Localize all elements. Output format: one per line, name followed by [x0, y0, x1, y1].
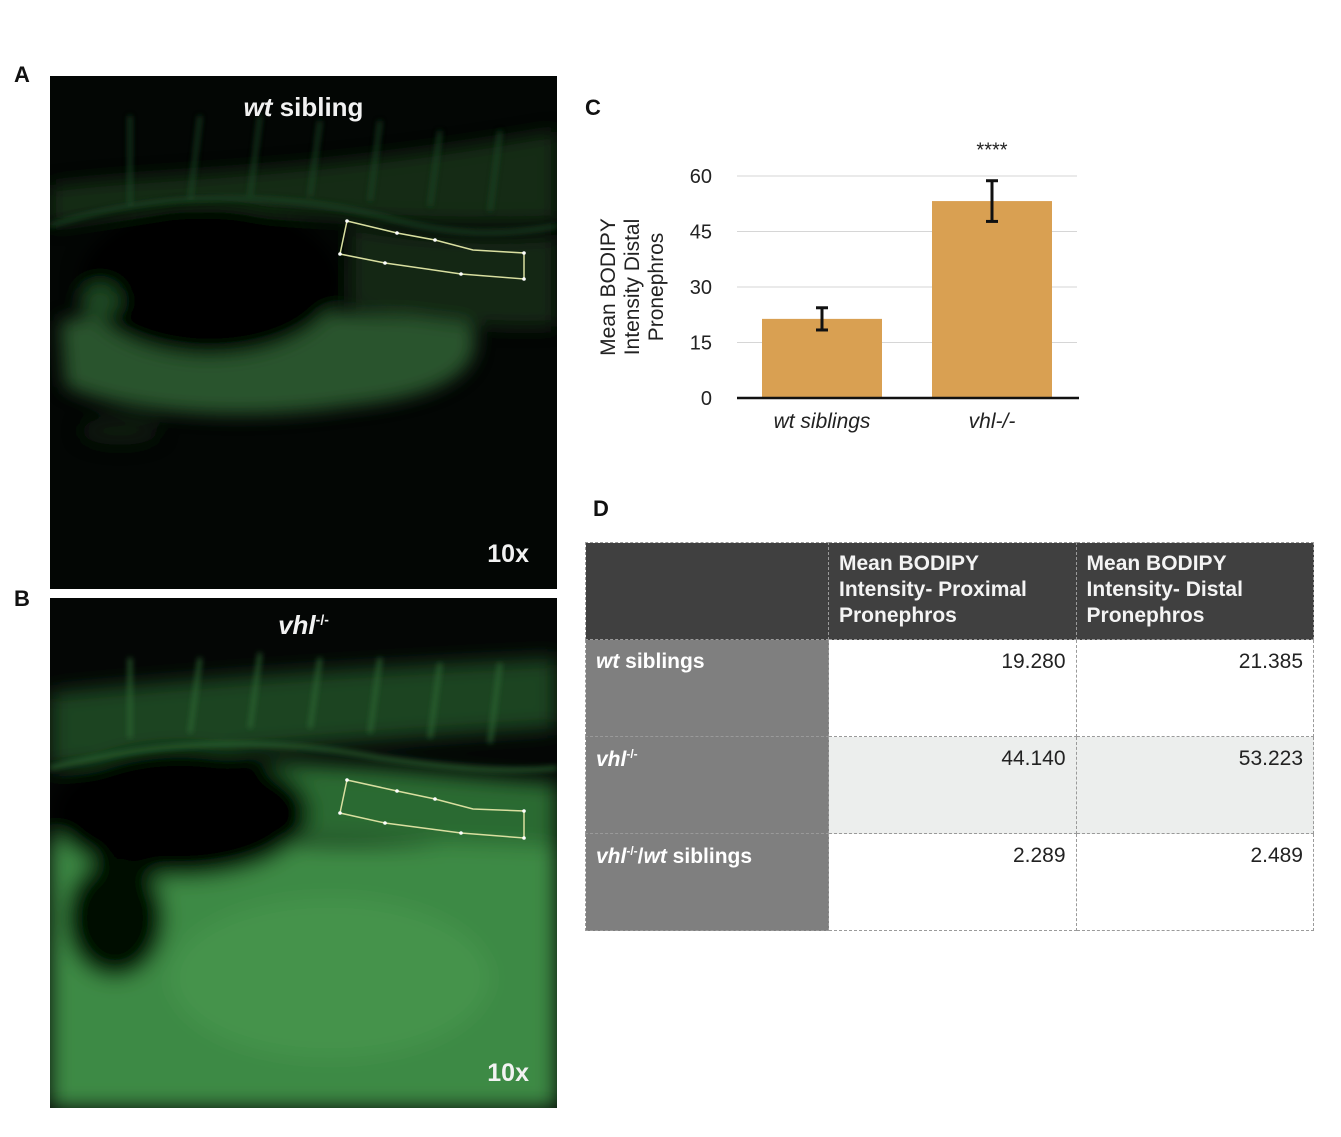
row-label-ratio: vhl-/-/wt siblings	[585, 833, 829, 931]
y-tick-label: 30	[690, 277, 712, 299]
table-header-proximal: Mean BODIPY Intensity- Proximal Pronephr…	[828, 542, 1077, 640]
table-row: vhl-/-/wt siblings 2.289 2.489	[585, 833, 1315, 931]
panel-letter-b: B	[14, 586, 30, 611]
panel-letter-d: D	[593, 496, 609, 521]
y-tick-label: 45	[690, 222, 712, 244]
table-header-corner	[585, 542, 829, 640]
y-axis-label: Intensity Distal	[621, 219, 644, 356]
table-header-row: Mean BODIPY Intensity- Proximal Pronephr…	[585, 542, 1315, 640]
cell-distal: 2.489	[1075, 833, 1315, 931]
table-row: wt siblings 19.280 21.385	[585, 639, 1315, 737]
roi-outline-b	[339, 779, 525, 839]
panel-letter-a: A	[14, 62, 30, 87]
x-tick-label: vhl-/-	[969, 410, 1016, 433]
roi-outline-a	[339, 220, 525, 280]
micrograph-a-magnification: 10x	[487, 540, 529, 568]
micrograph-a-title: wt sibling	[243, 92, 364, 122]
cell-proximal: 44.140	[828, 736, 1077, 834]
micrograph-a-image	[50, 76, 557, 589]
panel-letter-c: C	[585, 95, 601, 120]
row-label-vhl: vhl-/-	[585, 736, 829, 834]
cell-proximal: 2.289	[828, 833, 1077, 931]
cell-proximal: 19.280	[828, 639, 1077, 737]
significance-annotation: ****	[976, 140, 1007, 162]
micrograph-wt-sibling: wt sibling 10x	[50, 76, 557, 589]
y-tick-label: 0	[701, 388, 712, 410]
table-header-distal: Mean BODIPY Intensity- Distal Pronephros	[1075, 542, 1315, 640]
row-label-wt-siblings: wt siblings	[585, 639, 829, 737]
micrograph-vhl: vhl-/- 10x	[50, 598, 557, 1108]
bar	[932, 201, 1052, 398]
y-axis-label: Mean BODIPY	[597, 218, 620, 356]
micrograph-b-image	[50, 598, 557, 1108]
bar	[762, 318, 882, 398]
y-tick-label: 15	[690, 333, 712, 355]
cell-distal: 21.385	[1075, 639, 1315, 737]
micrograph-b-magnification: 10x	[487, 1059, 529, 1087]
y-axis-label: Pronephros	[645, 233, 668, 342]
micrograph-b-title: vhl-/-	[278, 610, 329, 640]
intensity-table: Mean BODIPY Intensity- Proximal Pronephr…	[585, 542, 1315, 931]
y-tick-label: 60	[690, 166, 712, 188]
cell-distal: 53.223	[1075, 736, 1315, 834]
table-row: vhl-/- 44.140 53.223	[585, 736, 1315, 834]
bar-chart: 0 15 30 45 60 wt siblings vhl-/- **** Mean BODIP…	[597, 140, 1079, 433]
x-tick-label: wt siblings	[774, 410, 871, 433]
